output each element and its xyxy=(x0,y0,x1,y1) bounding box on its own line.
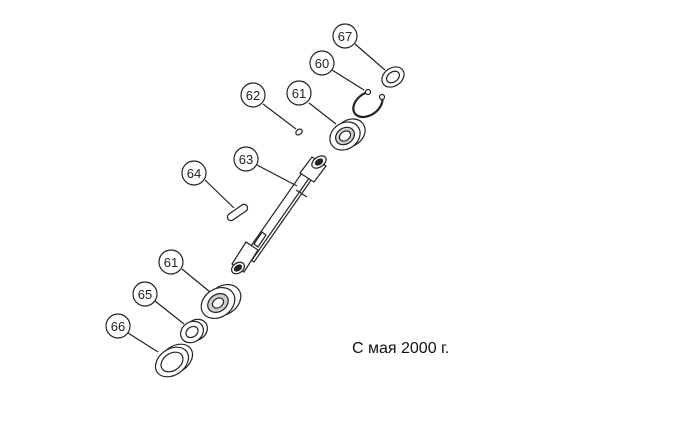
callout-62: 62 xyxy=(240,82,266,108)
leader-66 xyxy=(127,332,159,353)
callout-63-label: 63 xyxy=(239,152,253,167)
leader-61-bottom xyxy=(181,268,211,293)
leader-63 xyxy=(256,164,298,187)
leader-60 xyxy=(331,69,365,91)
date-caption: С мая 2000 г. xyxy=(352,340,450,357)
part-67-washer xyxy=(381,66,405,88)
part-60-snap-ring xyxy=(352,88,386,119)
callout-61-top-label: 61 xyxy=(292,86,306,101)
callout-67-label: 67 xyxy=(338,29,352,44)
callout-63: 63 xyxy=(233,146,259,172)
callout-64-label: 64 xyxy=(187,166,201,181)
callout-67: 67 xyxy=(332,23,358,49)
callout-65-label: 65 xyxy=(138,287,152,302)
callout-66-label: 66 xyxy=(111,319,125,334)
callout-60: 60 xyxy=(309,50,335,76)
part-62-key xyxy=(295,128,303,136)
callout-65: 65 xyxy=(132,281,158,307)
leader-64 xyxy=(204,179,235,209)
part-66-seal xyxy=(154,343,194,378)
leader-67 xyxy=(354,43,386,71)
part-61-bearing-top xyxy=(329,118,366,151)
callout-61-bottom: 61 xyxy=(158,249,184,275)
part-61-bearing-bottom xyxy=(200,283,242,320)
leader-65 xyxy=(154,300,185,325)
callout-61-bottom-label: 61 xyxy=(164,255,178,270)
leader-62 xyxy=(262,103,297,130)
callout-64: 64 xyxy=(181,160,207,186)
callout-66: 66 xyxy=(105,313,131,339)
part-63-shaft xyxy=(230,155,327,275)
leader-61-top xyxy=(308,102,337,125)
callout-61-top: 61 xyxy=(286,80,312,106)
part-64-key xyxy=(226,203,249,222)
callout-60-label: 60 xyxy=(315,56,329,71)
part-65-washer xyxy=(180,318,208,344)
callout-62-label: 62 xyxy=(246,88,260,103)
